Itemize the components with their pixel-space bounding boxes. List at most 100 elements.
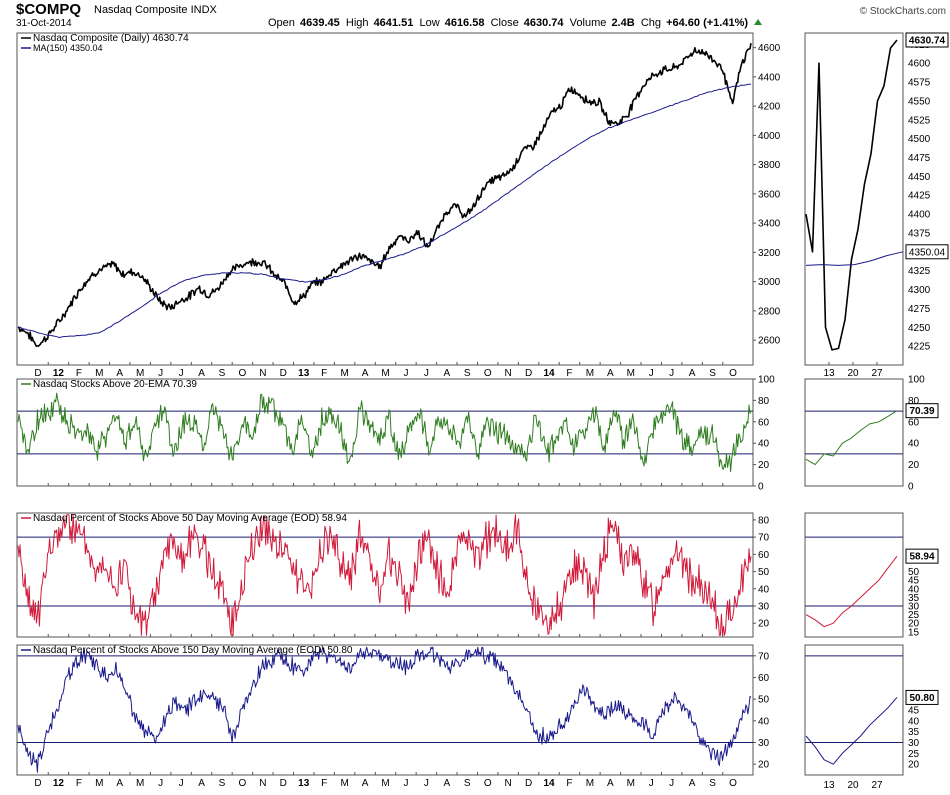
zoom-y-tick-label: 4225 — [908, 342, 931, 353]
zoom-y-tick-label: 4250 — [908, 323, 931, 334]
pct50-zoom-line — [805, 555, 898, 628]
pct150-zoom-y-tick-label: 40 — [908, 716, 920, 727]
zoom-y-tick-label: 4600 — [908, 59, 931, 70]
pct50-zoom-y-tick-label: 15 — [908, 627, 920, 638]
x-tick-label: F — [76, 778, 82, 789]
open-label: Open — [268, 17, 295, 29]
x-tick-label: D — [280, 368, 287, 379]
pct150-legend-text: Nasdaq Percent of Stocks Above 150 Day M… — [33, 645, 353, 656]
pct50-series-line — [17, 514, 752, 636]
pct150-zoom-y-tick-label: 35 — [908, 727, 920, 738]
pct150-last-tag-box — [905, 689, 939, 705]
low-value: 4616.58 — [444, 17, 485, 29]
x-tick-label: M — [340, 778, 348, 789]
y-tick-label: 20 — [758, 619, 770, 630]
x-tick-label: J — [403, 368, 408, 379]
x-tick-label: M — [136, 778, 144, 789]
symbol: $COMPQ — [16, 1, 82, 18]
pct50-zoom-y-tick-label: 30 — [908, 602, 920, 613]
x-tick-label: N — [259, 778, 266, 789]
x-tick-label: D — [280, 778, 287, 789]
x-tick-label: O — [239, 778, 247, 789]
zoom-y-tick-label: 4450 — [908, 172, 931, 183]
y-tick-label: 70 — [758, 651, 770, 662]
last-price-tag: 4630.74 — [909, 35, 946, 46]
chg-label: Chg — [640, 17, 661, 29]
zoom-y-tick-label: 4550 — [908, 96, 931, 107]
x-tick-label: A — [607, 368, 614, 379]
zoom-frame-pct50 — [804, 512, 904, 638]
volume-value: 2.4B — [611, 17, 635, 29]
panel-frame-ema20 — [16, 378, 754, 487]
y-tick-label: 20 — [758, 760, 770, 771]
zoom-x-tick-label: 20 — [847, 368, 859, 379]
x-tick-label: A — [689, 368, 696, 379]
y-tick-label: 2600 — [758, 336, 781, 347]
ema20-legend-text: Nasdaq Stocks Above 20-EMA 70.39 — [33, 379, 197, 390]
instrument-name: Nasdaq Composite INDX — [94, 4, 217, 16]
high-value: 4641.51 — [373, 17, 414, 29]
low-label: Low — [419, 17, 440, 29]
pct50-legend-text: Nasdaq Percent of Stocks Above 50 Day Mo… — [33, 513, 347, 524]
x-tick-label: A — [443, 368, 450, 379]
pct50-zoom-y-tick-label: 45 — [908, 576, 920, 587]
stockcharts-credit[interactable]: © StockCharts.com — [859, 6, 946, 17]
x-tick-label: 12 — [53, 778, 65, 789]
quote-summary: Open 4639.45 High 4641.51 Low 4616.58 Cl… — [268, 17, 763, 29]
panel-frame-price — [16, 32, 754, 366]
x-tick-label: J — [424, 778, 429, 789]
x-tick-label: D — [525, 368, 532, 379]
ema20-zoom-y-tick-label: 60 — [908, 417, 920, 428]
y-tick-label: 4000 — [758, 131, 781, 142]
x-tick-label: J — [158, 778, 163, 789]
y-tick-label: 60 — [758, 550, 770, 561]
y-tick-label: 0 — [758, 482, 764, 493]
ema20-zoom-y-tick-label: 100 — [908, 375, 925, 386]
last-price-tag-box — [905, 32, 949, 48]
last-ma-tag-box — [905, 244, 949, 260]
y-tick-label: 40 — [758, 439, 770, 450]
y-tick-label: 80 — [758, 396, 770, 407]
ema20-zoom-y-tick-label: 40 — [908, 439, 920, 450]
y-tick-label: 3200 — [758, 248, 781, 259]
zoom-x-tick-label: 13 — [823, 368, 835, 379]
zoom-y-tick-label: 4500 — [908, 134, 931, 145]
x-tick-label: A — [198, 778, 205, 789]
x-tick-label: O — [484, 778, 492, 789]
chart-header: $COMPQ Nasdaq Composite INDX 31-Oct-2014… — [0, 0, 950, 32]
pct150-zoom-y-tick-label: 30 — [908, 738, 920, 749]
y-tick-label: 3400 — [758, 219, 781, 230]
ema20-zoom-y-tick-label: 0 — [908, 482, 914, 493]
x-tick-label: S — [709, 368, 716, 379]
x-tick-label: N — [505, 778, 512, 789]
ema20-zoom-y-tick-label: 20 — [908, 460, 920, 471]
open-value: 4639.45 — [299, 17, 340, 29]
zoom-y-tick-label: 4425 — [908, 191, 931, 202]
chart-date: 31-Oct-2014 — [16, 18, 72, 29]
pct50-zoom-y-tick-label: 25 — [908, 610, 920, 621]
x-tick-label: S — [219, 368, 226, 379]
volume-label: Volume — [569, 17, 607, 29]
x-tick-label: A — [116, 368, 123, 379]
zoom-y-tick-label: 4575 — [908, 78, 931, 89]
x-tick-label: J — [179, 368, 184, 379]
x-tick-label: S — [464, 368, 471, 379]
y-tick-label: 2800 — [758, 306, 781, 317]
y-tick-label: 100 — [758, 375, 775, 386]
y-tick-label: 30 — [758, 738, 770, 749]
pct150-last-tag: 50.80 — [909, 693, 934, 704]
zoom-frame-price — [804, 32, 904, 366]
y-tick-label: 3600 — [758, 189, 781, 200]
x-tick-label: M — [586, 778, 594, 789]
x-tick-label: S — [464, 778, 471, 789]
ma150-series-line — [17, 83, 751, 339]
pct50-last-tag-box — [905, 548, 939, 564]
zoom-y-tick-label: 4300 — [908, 285, 931, 296]
x-tick-label: N — [505, 368, 512, 379]
price-series-line — [17, 43, 752, 348]
y-tick-label: 40 — [758, 584, 770, 595]
last-ma-tag: 4350.04 — [909, 247, 946, 258]
y-tick-label: 4200 — [758, 102, 781, 113]
y-tick-label: 20 — [758, 460, 770, 471]
ema20-last-tag: 70.39 — [909, 406, 934, 417]
